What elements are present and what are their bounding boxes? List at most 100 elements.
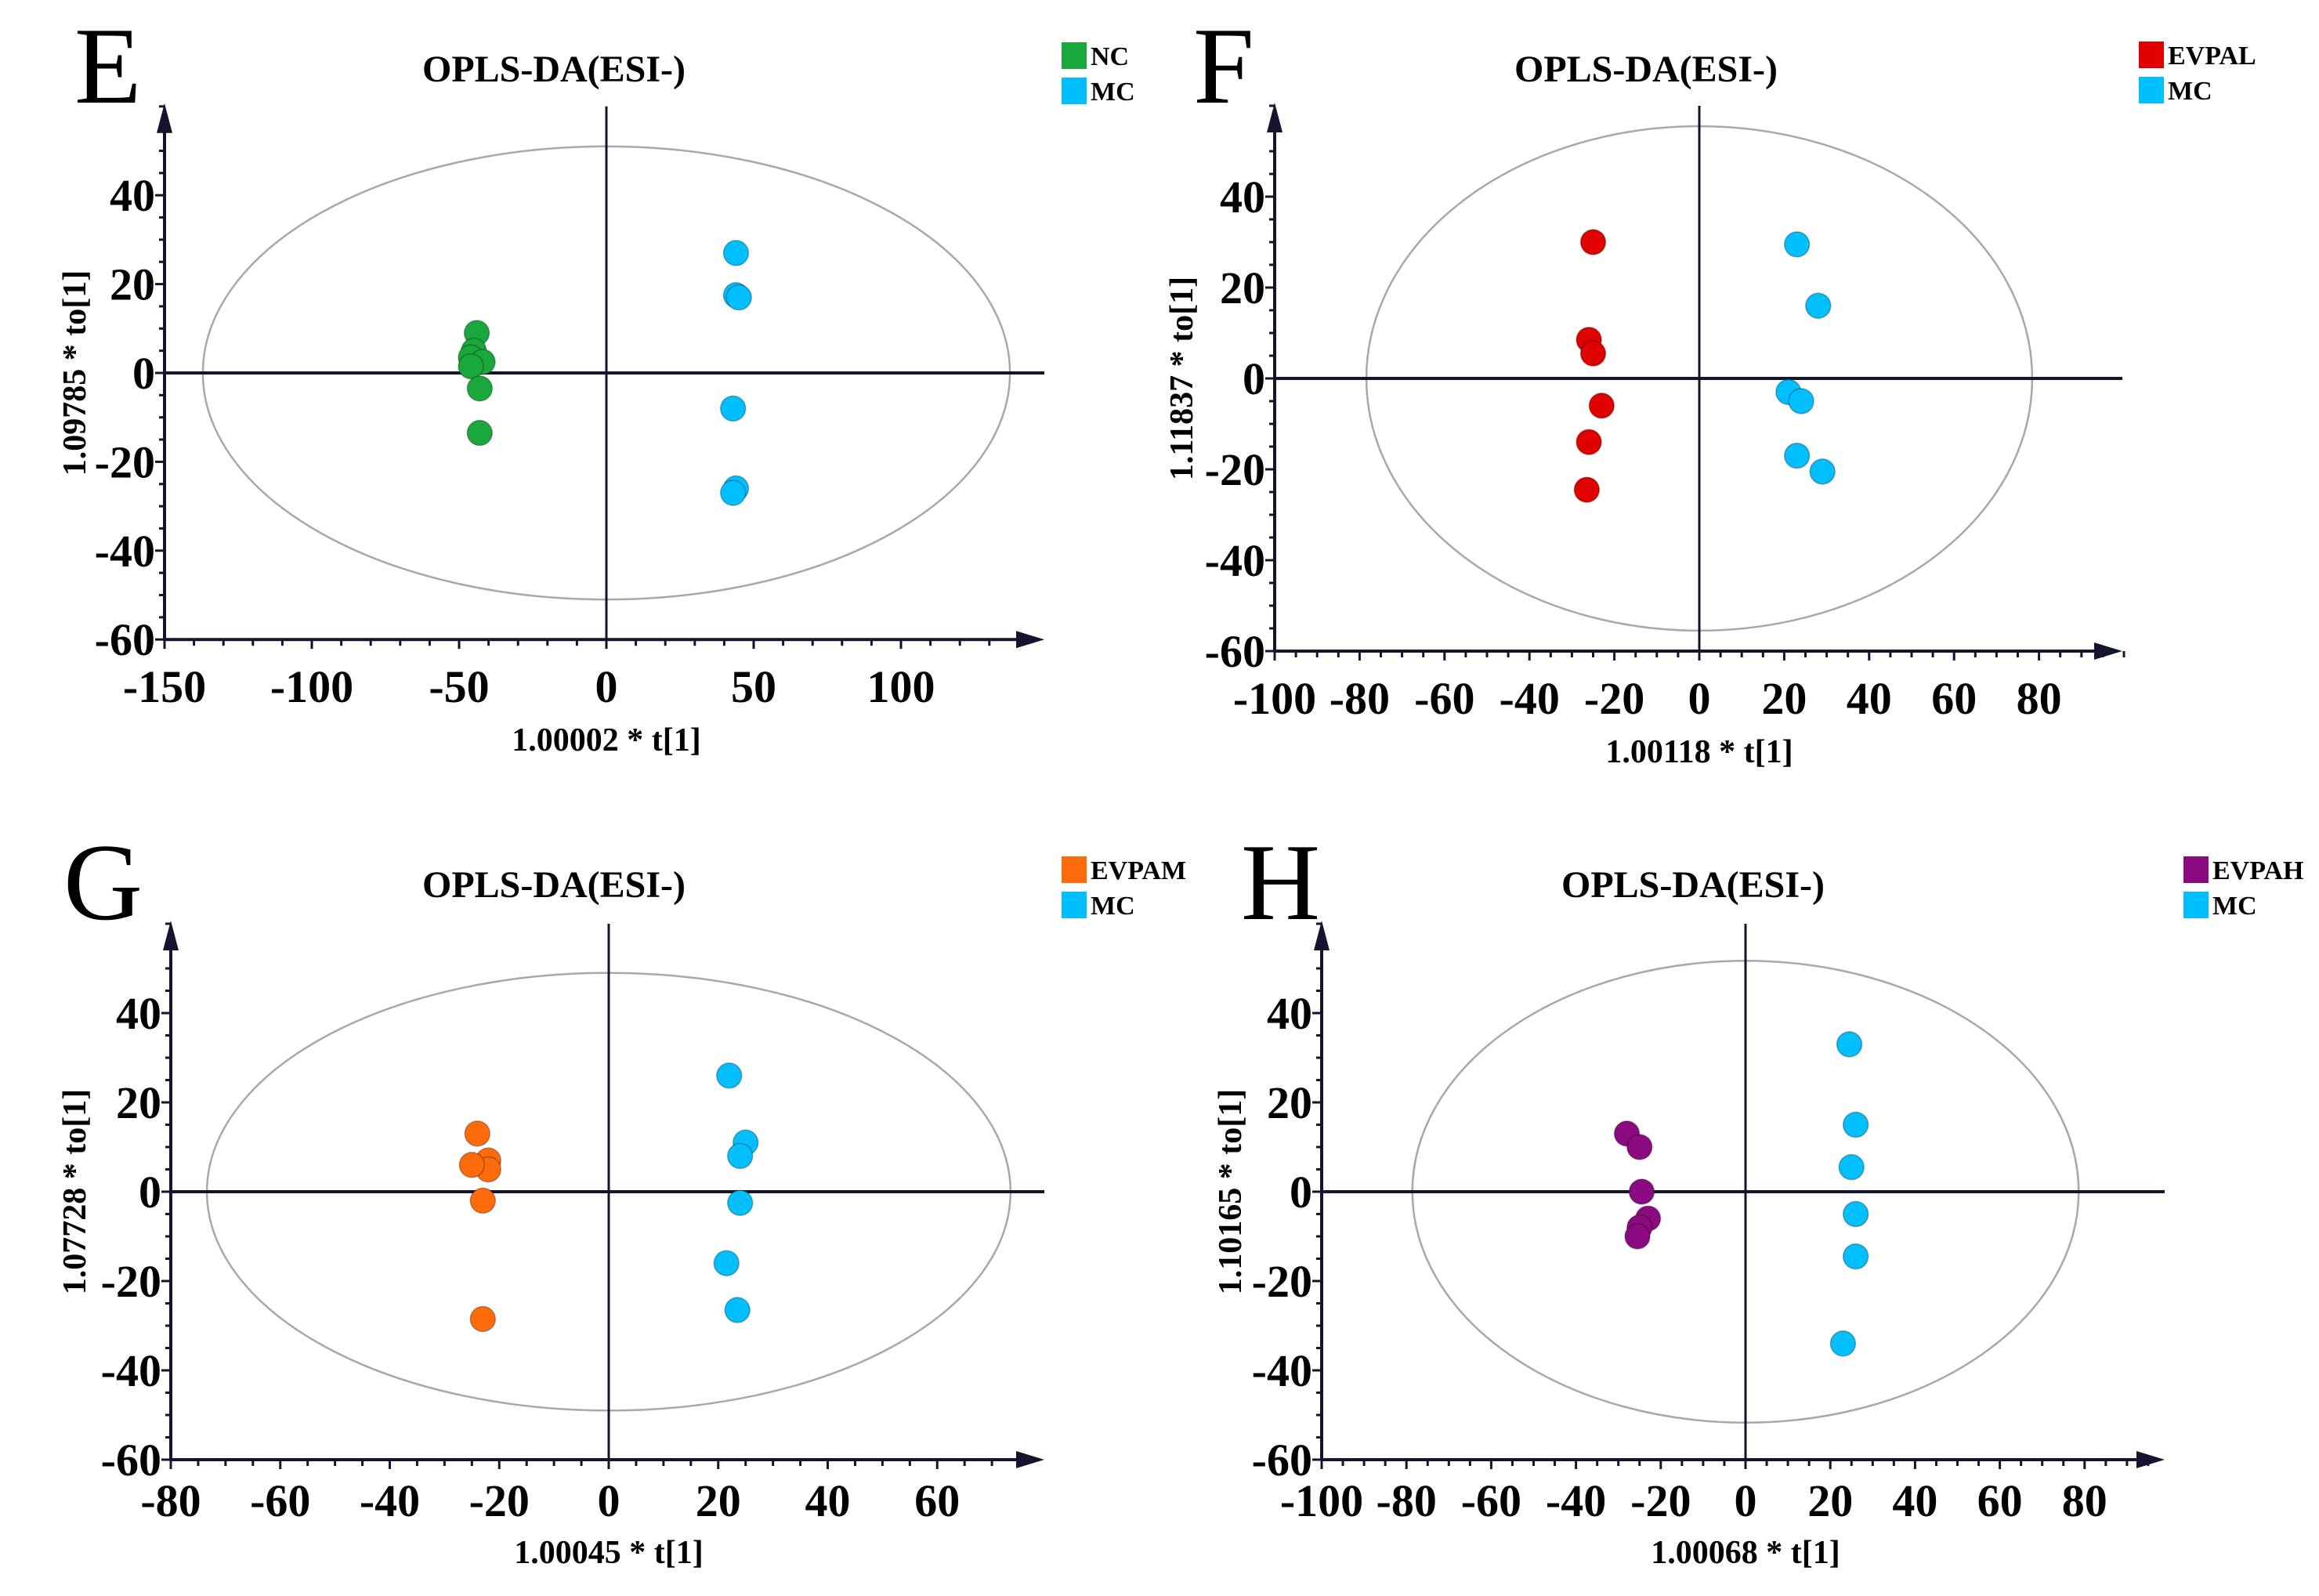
data-point-mc: [724, 1297, 751, 1323]
data-point-evpal: [1573, 476, 1601, 503]
x-axis-label: 1.00068 * t[1]: [1651, 1535, 1840, 1571]
data-point-mc: [1805, 292, 1832, 319]
data-point-mc: [713, 1250, 740, 1276]
y-tick-label: -40: [1205, 535, 1265, 586]
x-tick-label: -60: [1461, 1475, 1521, 1526]
x-axis-label: 1.00002 * t[1]: [512, 722, 700, 758]
data-point-evpah: [1624, 1223, 1651, 1250]
data-point-nc: [458, 353, 484, 380]
panel-letter: E: [74, 5, 142, 127]
data-point-mc: [1842, 1111, 1869, 1138]
data-point-evpal: [1579, 229, 1607, 255]
x-tick-label: 60: [914, 1475, 960, 1526]
legend-label: MC: [2212, 892, 2257, 921]
y-tick-label: 20: [1220, 262, 1265, 313]
chart-title: OPLS-DA(ESI-): [1514, 49, 1778, 90]
panel-letter: F: [1193, 5, 1254, 127]
y-tick-label: -40: [1252, 1345, 1312, 1396]
y-tick-label: 0: [1290, 1167, 1312, 1218]
x-tick-label: 40: [805, 1475, 851, 1526]
x-tick-label: 50: [731, 661, 776, 712]
x-tick-label: -150: [123, 661, 206, 712]
data-point-nc: [466, 375, 494, 402]
y-tick-label: -60: [101, 1435, 161, 1486]
panel-f: F OPLS-DA(ESI-) EVPAL MC -100 -80 -60 -40 -20 0 20…: [1164, 5, 2256, 770]
x-axis-arrow-icon: [2094, 642, 2122, 660]
x-tick-label: 60: [1931, 673, 1977, 724]
data-point-mc: [1829, 1330, 1857, 1357]
data-point-mc: [1842, 1243, 1869, 1270]
x-tick-label: -20: [1630, 1475, 1691, 1526]
legend-swatch: [1062, 892, 1087, 918]
data-point-evpam: [458, 1152, 486, 1178]
legend-swatch: [1062, 42, 1087, 69]
x-tick-label: 40: [1847, 673, 1892, 724]
x-tick-label: -60: [250, 1475, 310, 1526]
x-tick-label: 0: [598, 1475, 620, 1526]
y-tick-label: -20: [101, 1256, 161, 1307]
x-tick-label: -100: [1233, 673, 1316, 724]
y-axis-label: 1.07728 * to[1]: [57, 1089, 93, 1294]
y-tick-label: 40: [116, 988, 161, 1039]
y-tick-label: -40: [101, 1345, 161, 1396]
panel-letter: H: [1241, 822, 1320, 943]
y-tick-label: -60: [1252, 1435, 1312, 1486]
data-point-evpam: [469, 1187, 497, 1214]
x-tick-label: -100: [270, 661, 353, 712]
x-tick-label: -100: [1280, 1475, 1363, 1526]
data-point-mc: [715, 1062, 743, 1089]
y-tick-label: -60: [1205, 626, 1265, 677]
x-axis-arrow-icon: [1016, 631, 1044, 649]
x-axis-label: 1.00045 * t[1]: [514, 1535, 703, 1571]
legend-label: MC: [1091, 78, 1135, 107]
x-axis-arrow-icon: [2136, 1451, 2165, 1468]
x-axis-label: 1.00118 * t[1]: [1605, 734, 1793, 770]
y-tick-label: -20: [1252, 1256, 1312, 1307]
y-tick-label: 40: [110, 170, 155, 221]
data-point-mc: [1783, 231, 1811, 258]
x-tick-label: -80: [1330, 673, 1390, 724]
x-tick-label: -60: [1414, 673, 1474, 724]
x-tick-label: 80: [2062, 1475, 2107, 1526]
data-point-mc: [726, 1189, 754, 1216]
panel-e: E OPLS-DA(ESI-) NC MC -150 -100 -50 0 50 100 -60 -4…: [57, 5, 1135, 758]
y-tick-label: 20: [1267, 1077, 1312, 1128]
data-point-evpam: [464, 1120, 491, 1147]
x-tick-label: 80: [2017, 673, 2062, 724]
x-tick-label: -80: [1377, 1475, 1437, 1526]
legend-swatch: [2139, 77, 2164, 103]
legend-swatch: [2183, 856, 2209, 883]
y-axis-arrow-icon: [1267, 103, 1283, 132]
legend-label: EVPAM: [1091, 856, 1186, 885]
y-axis-arrow-icon: [157, 103, 172, 133]
data-point-mc: [1838, 1153, 1865, 1181]
x-tick-label: -50: [429, 661, 489, 712]
legend-label: EVPAH: [2212, 856, 2303, 885]
legend-swatch: [1062, 78, 1087, 104]
y-tick-label: -20: [1205, 444, 1265, 495]
legend-label: MC: [2168, 77, 2212, 106]
chart-title: OPLS-DA(ESI-): [1561, 864, 1825, 906]
legend-swatch: [2139, 42, 2164, 68]
data-point-evpah: [1628, 1178, 1655, 1205]
x-tick-label: -20: [469, 1475, 530, 1526]
data-point-evpal: [1576, 429, 1602, 455]
x-tick-label: -80: [140, 1475, 201, 1526]
y-tick-label: 0: [1243, 353, 1265, 404]
y-tick-label: 40: [1220, 172, 1265, 223]
x-tick-label: -40: [1546, 1475, 1606, 1526]
x-tick-label: -20: [1584, 673, 1644, 724]
y-axis-arrow-icon: [163, 921, 179, 950]
legend-label: EVPAL: [2168, 42, 2256, 71]
y-tick-label: -60: [95, 614, 155, 665]
data-point-mc: [719, 480, 747, 506]
y-tick-label: -20: [95, 436, 155, 487]
x-tick-label: -40: [360, 1475, 420, 1526]
data-point-nc: [466, 419, 494, 447]
chart-title: OPLS-DA(ESI-): [422, 49, 686, 90]
data-point-mc: [1783, 442, 1811, 469]
y-tick-label: -40: [95, 526, 155, 577]
data-point-mc: [725, 284, 752, 311]
